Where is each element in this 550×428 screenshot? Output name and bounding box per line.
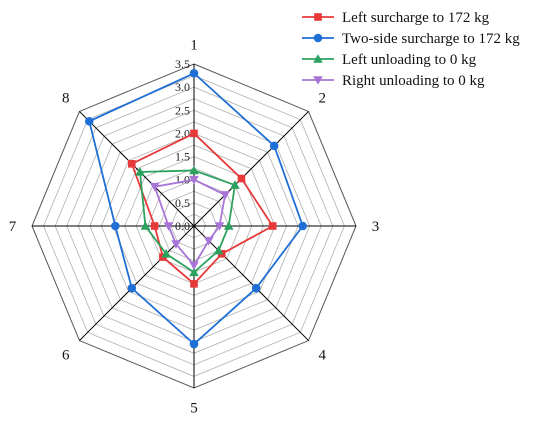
data-point [190, 280, 198, 288]
data-point [237, 174, 246, 183]
data-point [135, 167, 145, 176]
data-point [251, 283, 261, 293]
series-line [130, 132, 274, 286]
legend-item: Left unloading to 0 kg [302, 52, 477, 68]
legend-item: Left surcharge to 172 kg [302, 10, 490, 26]
data-point [220, 191, 230, 200]
data-point [314, 13, 322, 21]
radial-tick-label: 1.0 [175, 173, 190, 187]
legend-label: Left surcharge to 172 kg [342, 10, 490, 26]
data-point [84, 116, 94, 126]
data-point [230, 180, 240, 189]
data-point [150, 222, 159, 230]
axis-spoke [193, 225, 309, 341]
data-point [189, 339, 199, 349]
data-point [140, 221, 151, 230]
legend-label: Right unloading to 0 kg [342, 73, 485, 89]
data-point [161, 249, 171, 258]
legend-label: Two-side surcharge to 172 kg [342, 31, 520, 47]
series-layer [84, 68, 308, 349]
data-point [269, 141, 279, 151]
radial-tick-label: 0.5 [175, 196, 190, 210]
axis-spoke [79, 111, 195, 227]
data-point [171, 240, 181, 249]
axis-label: 3 [372, 219, 380, 235]
data-point [213, 245, 224, 255]
data-point [313, 76, 323, 85]
legend-label: Left unloading to 0 kg [342, 52, 477, 68]
data-point [189, 68, 199, 78]
radar-spokes [32, 64, 356, 388]
axis-label: 6 [62, 347, 70, 363]
axis-label: 4 [319, 347, 327, 363]
radial-tick-labels: 0.00.51.01.52.02.53.03.5 [175, 57, 190, 233]
series-group [135, 165, 240, 277]
data-point [189, 267, 199, 277]
radial-tick-label: 2.5 [175, 103, 190, 117]
data-point [128, 160, 136, 168]
data-point [190, 129, 198, 138]
data-point [214, 222, 225, 231]
legend-item: Right unloading to 0 kg [302, 73, 485, 89]
radial-tick-label: 1.5 [175, 150, 190, 164]
data-point [111, 221, 120, 231]
radial-tick-label: 0.0 [175, 219, 190, 233]
data-point [149, 182, 160, 192]
legend: Left surcharge to 172 kg Two-side surchar… [302, 10, 520, 89]
data-point [298, 221, 308, 231]
series-group [149, 175, 230, 271]
axis-labels: 1 2 3 4 5 6 7 8 [9, 38, 379, 417]
data-point [189, 175, 199, 185]
axis-spoke [193, 111, 309, 227]
radial-tick-label: 3.5 [175, 57, 190, 71]
axis-label: 8 [62, 91, 70, 107]
data-point [313, 54, 323, 63]
data-point [223, 221, 234, 230]
data-point [313, 33, 323, 43]
data-point [189, 261, 199, 271]
data-point [127, 283, 137, 293]
legend-item: Two-side surcharge to 172 kg [302, 31, 520, 47]
axis-label: 7 [9, 219, 17, 235]
data-point [189, 165, 199, 175]
data-point [268, 222, 277, 230]
axis-label: 5 [190, 400, 198, 416]
radial-tick-label: 3.0 [175, 80, 190, 94]
axis-label: 1 [190, 38, 198, 54]
data-point [163, 222, 174, 231]
series-group [84, 68, 308, 349]
data-point [203, 236, 214, 246]
axis-label: 2 [319, 91, 327, 107]
